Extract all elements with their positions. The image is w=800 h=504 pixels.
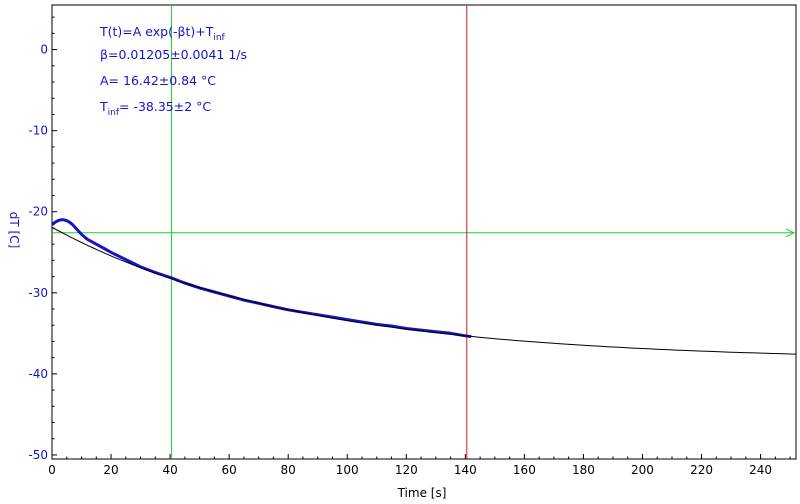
y-tick-label: -40 bbox=[28, 367, 48, 381]
x-tick-label: 60 bbox=[222, 463, 237, 477]
x-tick-label: 40 bbox=[162, 463, 177, 477]
x-tick-label: 140 bbox=[454, 463, 477, 477]
fit-annotation-line: T(t)=A exp(-βt)+Tinf bbox=[99, 24, 226, 43]
x-tick-label: 100 bbox=[336, 463, 359, 477]
y-axis-label: dT [C] bbox=[7, 212, 21, 249]
y-tick-label: -10 bbox=[28, 124, 48, 138]
x-tick-label: 200 bbox=[631, 463, 654, 477]
x-axis-label: Time [s] bbox=[397, 486, 447, 500]
y-tick-label: -20 bbox=[28, 205, 48, 219]
y-tick-label: -30 bbox=[28, 286, 48, 300]
x-tick-label: 240 bbox=[749, 463, 772, 477]
y-tick-label: 0 bbox=[40, 43, 48, 57]
y-tick-label: -50 bbox=[28, 448, 48, 462]
x-tick-label: 20 bbox=[103, 463, 118, 477]
green-cursor-arrow bbox=[785, 228, 796, 238]
fit-annotation-line: A= 16.42±0.84 °C bbox=[100, 73, 216, 88]
fit-annotation-line: Tinf= -38.35±2 °C bbox=[99, 99, 211, 118]
measured-series-line bbox=[51, 218, 472, 339]
fit-curve-line bbox=[51, 226, 797, 355]
x-tick-label: 220 bbox=[690, 463, 713, 477]
plot-frame bbox=[51, 4, 797, 460]
x-tick-label: 160 bbox=[513, 463, 536, 477]
x-tick-label: 80 bbox=[281, 463, 296, 477]
x-tick-label: 0 bbox=[48, 463, 56, 477]
x-tick-label: 120 bbox=[395, 463, 418, 477]
x-tick-label: 180 bbox=[572, 463, 595, 477]
fit-annotation-line: β=0.01205±0.0041 1/s bbox=[100, 47, 247, 62]
